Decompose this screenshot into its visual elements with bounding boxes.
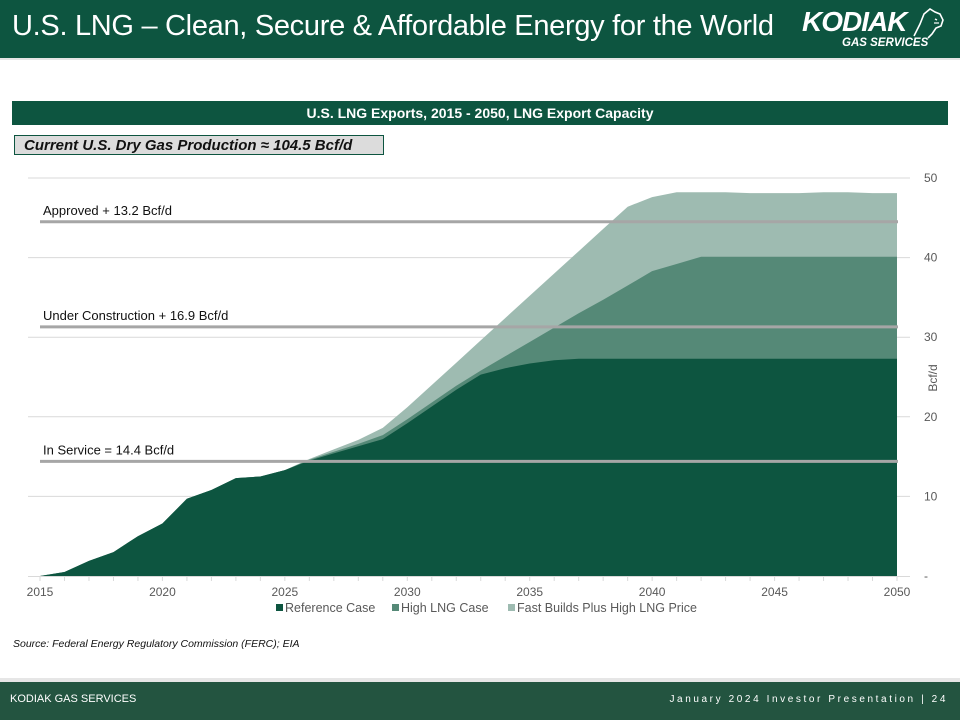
y-axis-label: Bcf/d (926, 364, 940, 391)
area-series (40, 192, 897, 577)
x-tick-label: 2025 (272, 585, 299, 599)
y-tick-label: 40 (924, 251, 938, 265)
x-tick-label: 2030 (394, 585, 421, 599)
area-reference-case (40, 358, 897, 576)
page-title: U.S. LNG – Clean, Secure & Affordable En… (12, 10, 774, 42)
source-note: Source: Federal Energy Regulatory Commis… (13, 638, 300, 650)
y-tick-label: 50 (924, 171, 938, 185)
legend: Reference Case High LNG Case Fast Builds P… (276, 601, 697, 615)
y-tick-label: 30 (924, 330, 938, 344)
footer-bar: KODIAK GAS SERVICES January 2024 Investo… (0, 682, 960, 720)
x-tick-label: 2020 (149, 585, 176, 599)
footer-presentation-info: January 2024 Investor Presentation | 24 (669, 694, 948, 705)
x-tick-label: 2050 (884, 585, 911, 599)
x-tick-label: 2035 (516, 585, 543, 599)
legend-label: High LNG Case (401, 601, 489, 615)
footer-company: KODIAK GAS SERVICES (10, 693, 137, 705)
header-divider (0, 58, 960, 60)
bear-head-icon (913, 8, 944, 39)
legend-swatch (508, 604, 515, 611)
legend-label: Reference Case (285, 601, 375, 615)
x-tick-label: 2045 (761, 585, 788, 599)
y-tick-label: 10 (924, 489, 938, 503)
y-tick-label: - (924, 569, 928, 583)
legend-swatch (276, 604, 283, 611)
x-tick-label: 2040 (639, 585, 666, 599)
legend-label: Fast Builds Plus High LNG Price (517, 601, 697, 615)
legend-swatch (392, 604, 399, 611)
kodiak-logo: KODIAK GAS SERVICES (800, 6, 950, 54)
chart-banner: U.S. LNG Exports, 2015 - 2050, LNG Expor… (12, 101, 948, 125)
x-tick-label: 2015 (27, 585, 54, 599)
reference-line-label: In Service = 14.4 Bcf/d (43, 442, 174, 457)
logo-wordmark: KODIAK (802, 6, 907, 37)
logo-subtitle: GAS SERVICES (842, 37, 929, 49)
lng-exports-chart: 2015 2020 2025 2030 2035 2040 2045 2050 -102030… (27, 171, 940, 615)
reference-lines: Approved + 13.2 Bcf/d Under Construction … (40, 203, 898, 463)
y-tick-label: 20 (924, 410, 938, 424)
header-bar: U.S. LNG – Clean, Secure & Affordable En… (0, 0, 960, 58)
production-callout: Current U.S. Dry Gas Production ≈ 104.5 … (14, 135, 384, 155)
y-axis: - 10 20 30 40 50 (924, 171, 938, 583)
footer-divider (0, 678, 960, 682)
reference-line-label: Under Construction + 16.9 Bcf/d (43, 308, 228, 323)
x-axis: 2015 2020 2025 2030 2035 2040 2045 2050 (27, 576, 911, 599)
reference-line-label: Approved + 13.2 Bcf/d (43, 203, 172, 218)
